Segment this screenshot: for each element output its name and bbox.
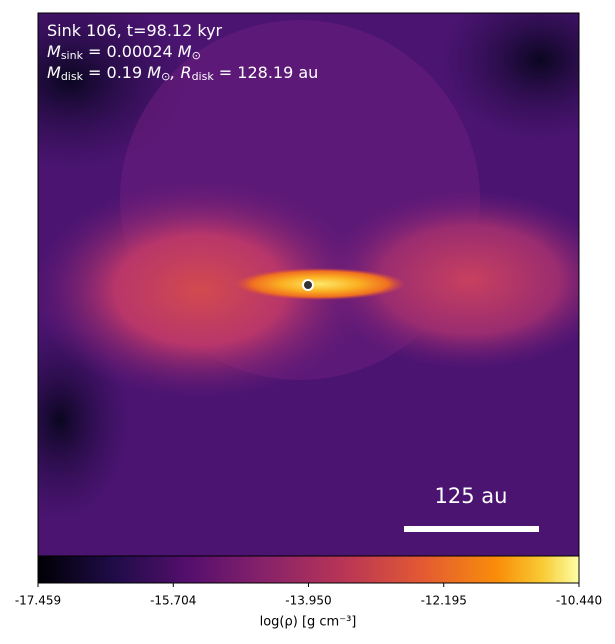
annotation-text: , R xyxy=(170,63,191,82)
annotation-text: M xyxy=(178,42,192,61)
annotation: Sink 106, t=98.12 kyr xyxy=(47,21,223,40)
annotation-text: = 128.19 au xyxy=(214,63,319,82)
sink-marker xyxy=(302,279,314,291)
subscript: sink xyxy=(61,49,84,62)
subscript: ⊙ xyxy=(192,49,201,62)
annotation-text: M xyxy=(47,63,61,82)
annotation: Msink = 0.00024 M⊙ xyxy=(47,42,201,63)
annotation-text: M xyxy=(147,63,161,82)
annotation: Mdisk = 0.19 M⊙, Rdisk = 128.19 au xyxy=(47,63,318,84)
colorbar-tick-label: -15.704 xyxy=(150,594,196,608)
subscript: disk xyxy=(192,70,215,83)
colorbar-label: log(ρ) [g cm⁻³] xyxy=(260,615,357,630)
colorbar-tick-label: -10.440 xyxy=(556,594,602,608)
scale-bar-label: 125 au xyxy=(435,484,508,508)
annotation-text: Sink 106, t=98.12 kyr xyxy=(47,21,223,40)
colorbar-tick-label: -17.459 xyxy=(15,594,61,608)
annotation-text: = 0.19 xyxy=(83,63,147,82)
subscript: ⊙ xyxy=(161,70,170,83)
colorbar-tick-label: -13.950 xyxy=(285,594,331,608)
colorbar-tick-label: -12.195 xyxy=(421,594,467,608)
colorbar xyxy=(37,555,580,584)
subscript: disk xyxy=(61,70,84,83)
annotation-text: = 0.00024 xyxy=(83,42,178,61)
density-map xyxy=(38,13,579,556)
annotation-text: M xyxy=(47,42,61,61)
scale-bar xyxy=(404,526,539,532)
